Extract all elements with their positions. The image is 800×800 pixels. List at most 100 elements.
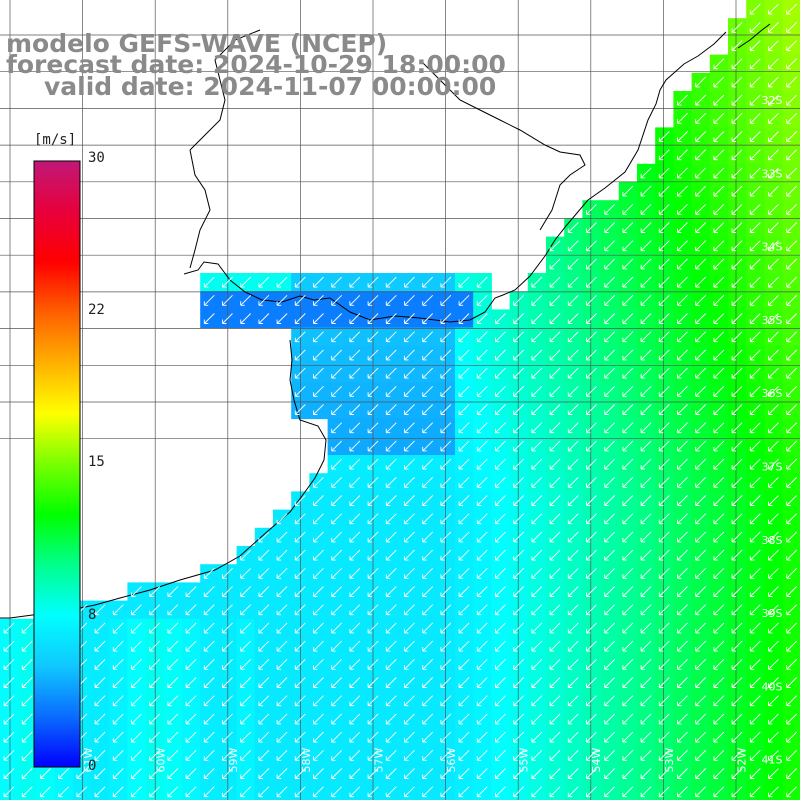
wind-arrow <box>76 786 88 798</box>
wind-arrow <box>731 313 743 324</box>
wind-arrow <box>695 94 707 106</box>
wind-arrow <box>677 749 688 761</box>
wind-arrow <box>567 531 579 543</box>
wind-arrow <box>695 331 707 343</box>
wind-arrow <box>549 258 561 270</box>
wind-arrow <box>731 677 743 688</box>
wind-arrow <box>658 677 670 688</box>
wind-arrow <box>458 586 470 597</box>
wind-arrow <box>440 513 452 525</box>
wind-arrow <box>112 713 124 725</box>
wind-arrow <box>749 222 761 233</box>
wind-arrow <box>294 586 306 597</box>
wind-arrow <box>367 276 379 288</box>
wind-arrow <box>549 476 561 488</box>
wind-arrow <box>749 112 761 124</box>
wind-arrow <box>531 567 543 579</box>
wind-arrow <box>440 549 452 561</box>
wind-arrow <box>222 640 233 652</box>
wind-arrow <box>768 131 779 142</box>
wind-arrow <box>786 640 798 652</box>
wind-arrow <box>731 222 743 233</box>
wind-arrow <box>622 185 634 197</box>
wind-arrow <box>604 731 616 743</box>
wind-arrow <box>404 476 415 488</box>
wind-arrow <box>622 276 634 288</box>
wind-arrow <box>276 313 288 324</box>
wind-arrow <box>476 658 488 670</box>
wind-arrow <box>695 786 707 798</box>
wind-arrow <box>276 531 288 543</box>
longitude-label: 55W <box>518 747 531 772</box>
wind-arrow <box>731 385 743 397</box>
wind-arrow <box>513 294 525 306</box>
wind-arrow <box>404 440 415 452</box>
wind-arrow <box>749 586 761 597</box>
wind-arrow <box>567 567 579 579</box>
wind-arrow <box>549 749 561 761</box>
wind-arrow <box>622 422 634 434</box>
wind-arrow <box>240 294 252 306</box>
wind-arrow <box>567 458 579 470</box>
wind-arrow <box>349 331 361 343</box>
wind-arrow <box>385 331 397 343</box>
wind-arrow <box>222 586 233 597</box>
wind-arrow <box>385 404 397 415</box>
colorbar-gradient <box>33 160 81 768</box>
latitude-labels: 32S 33S 34S 35S 36S 37S 38S 39S 40S 41S <box>762 94 783 767</box>
wind-arrow <box>404 385 415 397</box>
wind-arrow <box>549 549 561 561</box>
wind-arrow <box>640 276 652 288</box>
longitude-label: 54W <box>590 747 603 772</box>
wind-arrow <box>495 531 506 543</box>
wind-arrow <box>313 731 324 743</box>
wind-arrow <box>112 622 124 634</box>
wind-arrow <box>331 495 343 506</box>
wind-arrow <box>713 622 725 634</box>
wind-arrow <box>695 586 707 597</box>
wind-arrow <box>677 640 688 652</box>
wind-arrow <box>695 658 707 670</box>
wind-arrow <box>786 731 798 743</box>
wind-arrow <box>440 294 452 306</box>
wind-arrow <box>385 513 397 525</box>
wind-arrow <box>786 3 798 15</box>
wind-arrow <box>422 458 434 470</box>
wind-arrow <box>567 404 579 415</box>
wind-arrow <box>513 695 525 707</box>
wind-arrow <box>713 658 725 670</box>
wind-arrow <box>422 622 434 634</box>
wind-arrow <box>768 440 779 452</box>
wind-arrow <box>331 749 343 761</box>
wind-arrow <box>586 349 597 361</box>
wind-arrow <box>658 385 670 397</box>
wind-arrow <box>531 404 543 415</box>
wind-arrow <box>203 749 215 761</box>
wind-arrow <box>313 695 324 707</box>
wind-arrow <box>567 276 579 288</box>
wind-arrow <box>731 458 743 470</box>
wind-arrow <box>240 549 252 561</box>
wind-arrow <box>567 786 579 798</box>
wind-arrow <box>658 749 670 761</box>
wind-arrow <box>21 677 33 688</box>
wind-arrow <box>385 422 397 434</box>
wind-arrow <box>586 240 597 252</box>
wind-arrow <box>695 404 707 415</box>
wind-arrow <box>768 203 779 215</box>
wind-arrow <box>367 495 379 506</box>
wind-arrow <box>658 513 670 525</box>
wind-arrow <box>604 331 616 343</box>
wind-arrow <box>331 604 343 616</box>
wind-arrow <box>385 658 397 670</box>
wind-arrow <box>567 495 579 506</box>
wind-arrow <box>404 331 415 343</box>
wind-arrow <box>713 58 725 70</box>
wind-arrow <box>495 731 506 743</box>
wind-arrow <box>422 695 434 707</box>
wind-arrow <box>495 749 506 761</box>
wind-arrow <box>440 695 452 707</box>
wind-arrow <box>313 640 324 652</box>
wind-arrow <box>458 731 470 743</box>
wind-arrow <box>203 695 215 707</box>
